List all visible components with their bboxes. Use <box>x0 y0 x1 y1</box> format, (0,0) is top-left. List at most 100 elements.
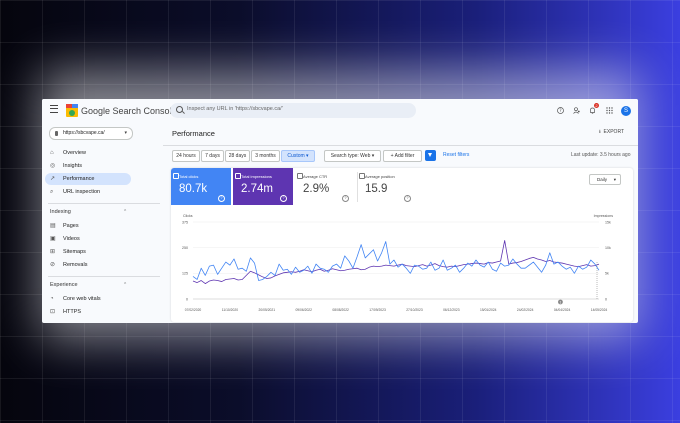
sidebar-item-label: Insights <box>63 163 82 169</box>
sidebar: https://sbcvape.ca/ ▾ ⌂ Overview ◎ Insig… <box>42 123 163 323</box>
checkbox-checked-icon <box>173 173 179 179</box>
sidebar-item-label: Pages <box>63 223 79 229</box>
main-content: Performance ⭳ EXPORT 24 hours 7 days 28 … <box>163 123 638 323</box>
gauge-icon: ◔ <box>50 296 54 302</box>
page-title: Performance <box>172 129 215 138</box>
y-tick-label-left: 250 <box>182 246 188 250</box>
info-icon[interactable]: ? <box>404 195 411 202</box>
sidebar-item-overview[interactable]: ⌂ Overview <box>45 147 131 159</box>
property-icon <box>55 131 58 136</box>
x-tick-label: 06/12/2023 <box>443 308 460 312</box>
export-button[interactable]: ⭳ EXPORT <box>599 129 624 137</box>
impressions-series-line <box>192 240 600 284</box>
sidebar-item-removals[interactable]: ⊘ Removals <box>45 259 131 271</box>
video-icon: ▣ <box>50 236 56 242</box>
x-tick-label: 04/04/2024 <box>554 308 571 312</box>
sidebar-item-label: URL inspection <box>63 189 101 195</box>
metric-label: Average position <box>365 174 395 179</box>
info-icon[interactable]: ? <box>218 195 225 202</box>
y-tick-label-right: 5k <box>605 272 609 276</box>
metric-average-position[interactable]: Average position 15.9 ? <box>357 168 417 205</box>
chevron-down-icon: ▾ <box>613 177 616 182</box>
sidebar-item-url-inspection[interactable]: ⌕ URL inspection <box>45 186 131 198</box>
metric-value: 2.74m <box>241 183 273 195</box>
search-type-dropdown[interactable]: Search type: Web ▾ <box>324 150 381 162</box>
filter-icon[interactable] <box>425 150 436 161</box>
sidebar-item-videos[interactable]: ▣ Videos <box>45 233 131 245</box>
sidebar-item-core-web-vitals[interactable]: ◔ Core web vitals <box>45 293 131 305</box>
x-tick-label: 09/06/2022 <box>295 308 312 312</box>
metric-average-ctr[interactable]: Average CTR 2.9% ? <box>295 168 355 205</box>
pages-icon: ▤ <box>50 223 56 229</box>
metric-label: Total clicks <box>179 174 199 179</box>
sidebar-item-label: Core web vitals <box>63 296 101 302</box>
performance-card: Total clicks 80.7k ? Total impressions 2… <box>171 168 633 322</box>
range-3-months[interactable]: 3 months <box>251 150 280 162</box>
manage-users-icon[interactable] <box>573 107 580 114</box>
property-label: https://sbcvape.ca/ <box>63 130 105 136</box>
annotation-marker <box>558 299 563 305</box>
help-icon[interactable]: ? <box>557 107 564 114</box>
sidebar-item-sitemaps[interactable]: ⊞ Sitemaps <box>45 246 131 258</box>
range-24-hours[interactable]: 24 hours <box>172 150 200 162</box>
metric-total-impressions[interactable]: Total impressions 2.74m ? <box>233 168 293 205</box>
add-filter-button[interactable]: + Add filter <box>383 150 422 162</box>
notification-badge: 2 <box>594 103 599 108</box>
sidebar-item-insights[interactable]: ◎ Insights <box>45 160 131 172</box>
sidebar-item-label: Performance <box>63 176 95 182</box>
lock-icon: ⊡ <box>50 309 56 315</box>
chevron-down-icon: ▾ <box>124 130 127 136</box>
y-tick-label-left: 375 <box>182 220 188 224</box>
sidebar-item-pages[interactable]: ▤ Pages <box>45 220 131 232</box>
account-avatar[interactable]: S <box>621 106 631 116</box>
apps-grid-icon[interactable] <box>606 107 613 114</box>
section-title-indexing: Indexing <box>50 209 71 215</box>
performance-chart[interactable]: Clicks Impressions 375 250 125 0 15k 10k 5k 0 07/0… <box>171 208 633 320</box>
export-label: EXPORT <box>603 129 625 135</box>
search-icon: ⌕ <box>50 189 54 195</box>
sidebar-item-https[interactable]: ⊡ HTTPS <box>45 306 131 318</box>
info-icon[interactable]: ? <box>280 195 287 202</box>
x-tick-label: 17/09/2023 <box>369 308 386 312</box>
checkbox-icon <box>297 173 303 179</box>
x-tick-label: 15/01/2024 <box>480 308 497 312</box>
y-axis-right-label: Impressions <box>594 214 614 218</box>
url-inspect-search[interactable]: Inspect any URL in 'https://sbcvape.ca/' <box>170 103 416 118</box>
x-tick-label: 11/10/2020 <box>222 308 238 312</box>
search-console-window: Google Search Console Inspect any URL in… <box>42 99 638 323</box>
x-tick-label: 27/10/2023 <box>406 308 423 312</box>
granularity-dropdown[interactable]: Daily ▾ <box>589 174 621 185</box>
chevron-up-icon[interactable]: ⌃ <box>123 209 128 215</box>
insights-icon: ◎ <box>50 163 56 169</box>
sidebar-item-label: Videos <box>63 236 80 242</box>
top-bar: Google Search Console Inspect any URL in… <box>42 99 638 123</box>
sidebar-item-label: Removals <box>63 262 88 268</box>
reset-filters-link[interactable]: Reset filters <box>443 152 470 158</box>
metric-divider <box>357 172 358 202</box>
range-7-days[interactable]: 7 days <box>201 150 224 162</box>
range-custom[interactable]: Custom ▾ <box>281 150 315 162</box>
sidebar-item-performance[interactable]: ↗ Performance <box>45 173 131 185</box>
x-tick-label: 14/05/2024 <box>591 308 608 312</box>
sitemap-icon: ⊞ <box>50 249 56 255</box>
sidebar-item-label: Sitemaps <box>63 249 86 255</box>
sidebar-divider <box>48 276 160 277</box>
menu-icon[interactable] <box>50 105 58 113</box>
annotation-marker-label: 1 <box>559 300 561 304</box>
download-icon: ⭳ <box>599 129 601 135</box>
y-axis-left-label: Clicks <box>183 214 193 218</box>
x-tick-label: 20/05/2021 <box>259 308 276 312</box>
granularity-label: Daily <box>597 177 608 182</box>
notifications-icon[interactable] <box>589 107 596 114</box>
property-selector[interactable]: https://sbcvape.ca/ ▾ <box>49 127 133 140</box>
home-icon: ⌂ <box>50 150 54 156</box>
section-title-experience: Experience <box>50 282 78 288</box>
chevron-up-icon[interactable]: ⌃ <box>123 282 128 288</box>
info-icon[interactable]: ? <box>342 195 349 202</box>
app-brand: Google Search Console <box>81 106 177 116</box>
x-tick-label: 24/02/2024 <box>517 308 534 312</box>
svg-text:?: ? <box>559 108 562 114</box>
sidebar-item-label: HTTPS <box>63 309 82 315</box>
range-28-days[interactable]: 28 days <box>225 150 250 162</box>
metric-total-clicks[interactable]: Total clicks 80.7k ? <box>171 168 231 205</box>
